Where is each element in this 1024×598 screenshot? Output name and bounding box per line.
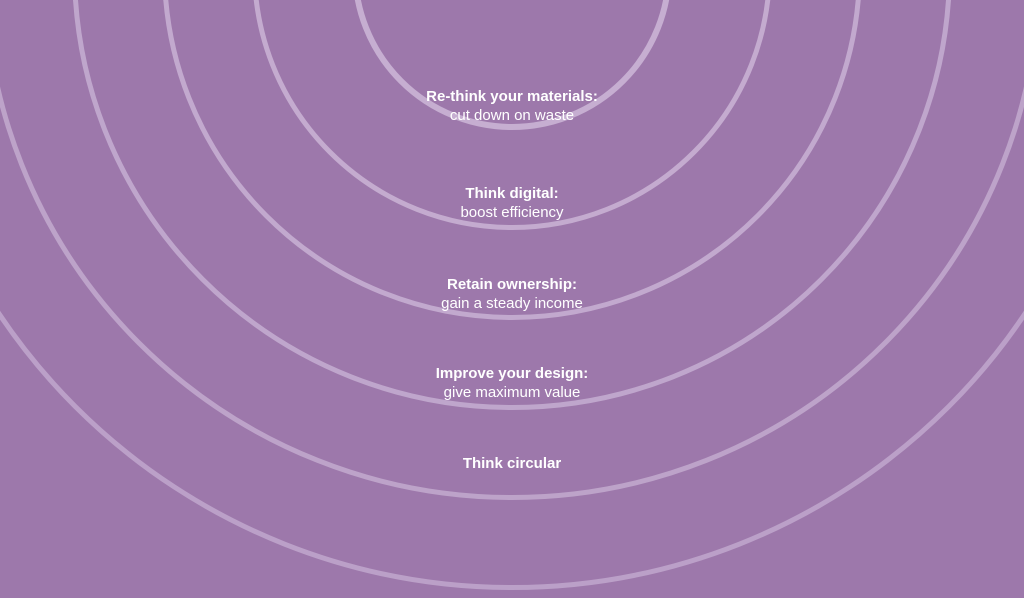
ring-label-4: Improve your design:give maximum value [0,365,1024,403]
ring-label-title: Retain ownership: [0,276,1024,295]
ring-label-title: Improve your design: [0,365,1024,384]
ring-label-subtitle: boost efficiency [0,204,1024,223]
ring-label-2: Think digital:boost efficiency [0,185,1024,223]
ring-label-title: Think circular [0,455,1024,474]
concentric-diagram: Re-think your materials:cut down on wast… [0,0,1024,598]
ring-label-subtitle: cut down on waste [0,107,1024,126]
ring-label-title: Think digital: [0,185,1024,204]
ring-label-1: Re-think your materials:cut down on wast… [0,88,1024,126]
ring-label-subtitle: give maximum value [0,384,1024,403]
ring-label-3: Retain ownership:gain a steady income [0,276,1024,314]
ring-label-subtitle: gain a steady income [0,295,1024,314]
ring-label-title: Re-think your materials: [0,88,1024,107]
ring-label-5: Think circular [0,455,1024,474]
